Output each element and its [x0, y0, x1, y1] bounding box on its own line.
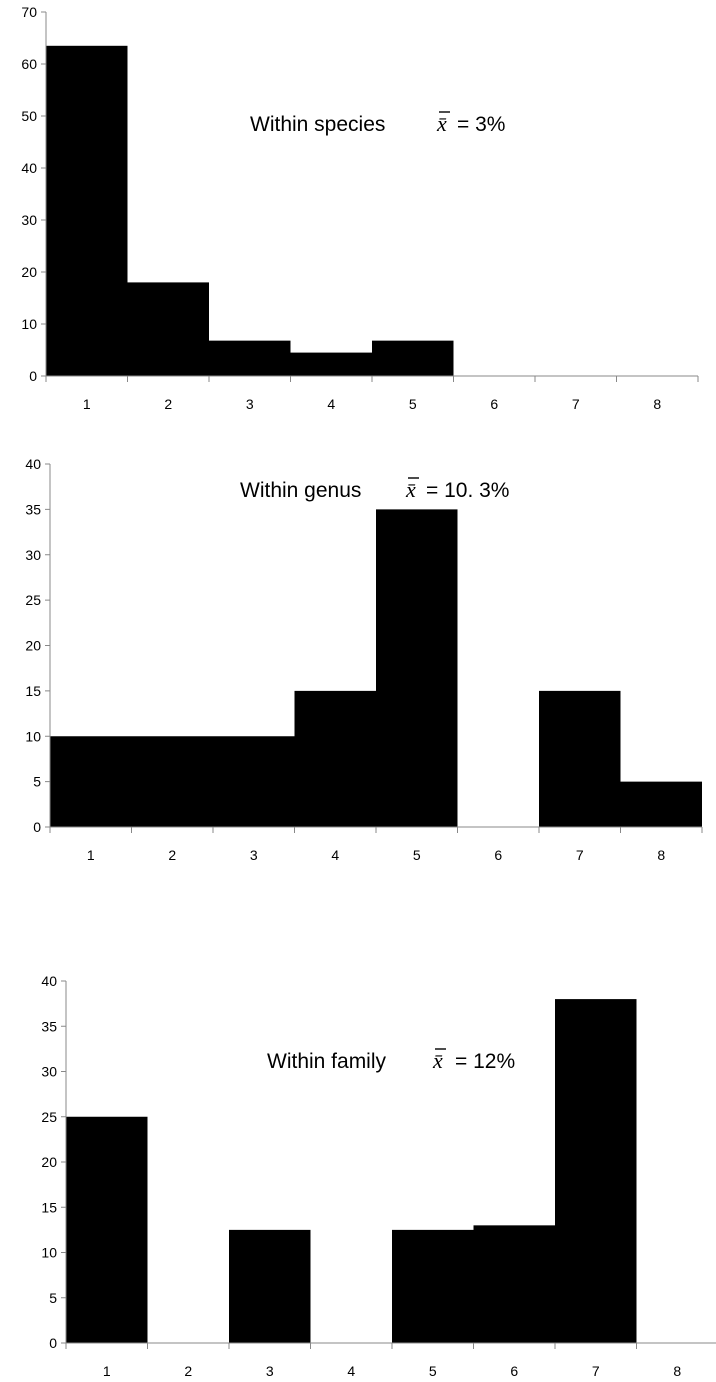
bar-2 [127, 282, 209, 376]
x-tick-label: 7 [592, 1363, 600, 1379]
bar-4 [294, 690, 376, 828]
y-tick-label: 40 [25, 456, 41, 472]
y-tick-label: 15 [25, 683, 41, 699]
x-tick-label: 3 [246, 396, 254, 412]
y-tick-label: 35 [41, 1018, 57, 1034]
y-tick-label: 20 [41, 1154, 57, 1170]
x-tick-label: 5 [409, 396, 417, 412]
x-tick-label: 7 [576, 847, 584, 863]
y-tick-label: 70 [21, 4, 37, 20]
mean-symbol: x̄ [436, 111, 447, 136]
x-tick-label: 2 [164, 396, 172, 412]
x-tick-label: 2 [184, 1363, 192, 1379]
bar-5 [392, 1229, 474, 1344]
y-tick-label: 25 [25, 592, 41, 608]
x-tick-label: 1 [103, 1363, 111, 1379]
y-tick-label: 30 [41, 1064, 57, 1080]
y-tick-label: 40 [41, 973, 57, 989]
chart-within-species: Within species x̄ = 3% 0 10 20 30 40 50 60 70 1 2… [21, 4, 699, 412]
annotation-value: = 12% [455, 1050, 515, 1073]
x-tick-label: 5 [413, 847, 421, 863]
bar-6 [473, 1225, 555, 1343]
annotation-label: Within genus [240, 479, 361, 502]
bar-7 [539, 690, 621, 828]
y-tick-label: 5 [49, 1290, 57, 1306]
y-tick-label: 25 [41, 1109, 57, 1125]
x-tick-label: 1 [83, 396, 91, 412]
x-tick-label: 4 [327, 396, 335, 412]
x-tick-label: 5 [429, 1363, 437, 1379]
y-tick-label: 5 [33, 774, 41, 790]
x-tick-label: 7 [572, 396, 580, 412]
y-tick-label: 30 [25, 547, 41, 563]
bar-7 [555, 999, 637, 1343]
x-tick-label: 4 [347, 1363, 355, 1379]
bar-2 [131, 736, 213, 827]
bar-3 [209, 340, 291, 376]
x-tick-label: 2 [168, 847, 176, 863]
annotation-label: Within family [267, 1050, 387, 1073]
chart-within-family: Within family x̄ = 12% 05101520253035401… [41, 973, 716, 1379]
x-tick-label: 4 [331, 847, 339, 863]
x-tick-label: 1 [87, 847, 95, 863]
y-tick-label: 10 [21, 316, 37, 332]
bar-4 [290, 352, 372, 376]
x-tick-label: 3 [250, 847, 258, 863]
annotation-value: = 3% [457, 113, 505, 136]
y-tick-label: 50 [21, 108, 37, 124]
chart-within-genus: Within genus x̄ = 10. 3% 051015202530354… [25, 456, 703, 863]
bar-8 [620, 781, 702, 828]
mean-symbol: x̄ [432, 1048, 443, 1073]
y-tick-label: 60 [21, 56, 37, 72]
annotation-label: Within species [250, 113, 385, 136]
y-tick-label: 10 [25, 728, 41, 744]
bar-5 [372, 340, 454, 376]
x-tick-label: 6 [494, 847, 502, 863]
bar-1 [66, 1116, 148, 1343]
y-tick-label: 40 [21, 160, 37, 176]
annotation-value: = 10. 3% [426, 479, 509, 502]
bar-1 [50, 736, 132, 827]
y-tick-label: 20 [25, 638, 41, 654]
bar-5 [376, 509, 458, 828]
bar-3 [229, 1229, 311, 1344]
x-tick-label: 6 [490, 396, 498, 412]
y-tick-label: 10 [41, 1245, 57, 1261]
x-tick-label: 3 [266, 1363, 274, 1379]
bar-1 [46, 45, 128, 377]
mean-symbol: x̄ [405, 477, 416, 502]
y-tick-label: 35 [25, 501, 41, 517]
y-tick-label: 0 [29, 368, 37, 384]
x-tick-label: 8 [657, 847, 665, 863]
y-tick-label: 15 [41, 1199, 57, 1215]
bar-3 [213, 736, 295, 827]
y-tick-label: 20 [21, 264, 37, 280]
y-tick-label: 0 [49, 1335, 57, 1351]
y-tick-label: 0 [33, 819, 41, 835]
x-tick-label: 8 [653, 396, 661, 412]
x-tick-label: 8 [673, 1363, 681, 1379]
x-tick-label: 6 [510, 1363, 518, 1379]
y-tick-label: 30 [21, 212, 37, 228]
